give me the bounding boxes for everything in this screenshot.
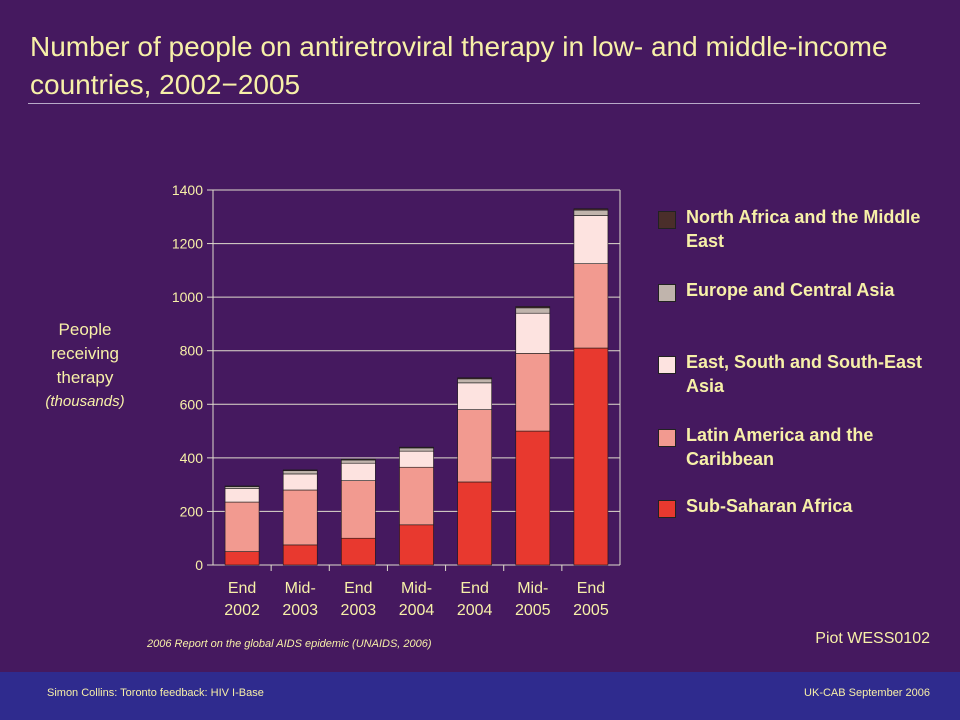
legend-swatch xyxy=(658,211,676,229)
legend-label: Latin America and the Caribbean xyxy=(686,425,874,469)
y-tick-label: 800 xyxy=(180,343,204,359)
source-citation: 2006 Report on the global AIDS epidemic … xyxy=(147,638,432,650)
bar-segment xyxy=(282,473,318,491)
bar-segment xyxy=(457,481,492,566)
bar-segment xyxy=(224,501,260,552)
legend-swatch xyxy=(658,356,676,374)
x-tick-label: End xyxy=(577,580,605,597)
x-tick-label: End xyxy=(460,580,488,597)
bar-segment xyxy=(341,462,376,481)
bar-segment xyxy=(282,544,318,566)
bar-segment xyxy=(399,446,434,449)
legend-swatch xyxy=(658,429,676,447)
bar-segment xyxy=(282,489,318,546)
bar-segment xyxy=(341,480,376,539)
bar-segment xyxy=(341,458,376,461)
bar-segment xyxy=(515,306,551,309)
y-axis-label-unit: (thousands) xyxy=(45,393,125,410)
bar-segment xyxy=(224,551,260,566)
x-tick-label: End xyxy=(344,580,372,597)
bar-segment xyxy=(573,208,609,211)
bar-segment xyxy=(515,430,551,566)
bar-segment xyxy=(399,447,434,452)
y-tick-label: 600 xyxy=(180,396,204,412)
x-tick-label: Mid- xyxy=(517,580,548,597)
bar-segment xyxy=(515,353,551,432)
bar-segment xyxy=(573,215,609,264)
bar-segment xyxy=(341,459,376,464)
bar-segment xyxy=(399,524,434,566)
x-tick-label: Mid- xyxy=(401,580,432,597)
footer-date: UK-CAB September 2006 xyxy=(804,687,930,699)
y-tick-label: 400 xyxy=(180,450,204,466)
bar-segment xyxy=(224,486,260,489)
bar-segment xyxy=(399,450,434,468)
legend-swatch xyxy=(658,284,676,302)
footer-author: Simon Collins: Toronto feedback: HIV I-B… xyxy=(47,687,264,699)
bar-segment xyxy=(224,488,260,503)
y-tick-label: 1400 xyxy=(172,182,203,198)
reference-code: Piot WESS0102 xyxy=(815,630,930,647)
x-tick-label: 2004 xyxy=(457,602,493,619)
x-tick-label: Mid- xyxy=(285,580,316,597)
legend-label: North Africa and the Middle East xyxy=(686,207,921,251)
y-tick-label: 200 xyxy=(180,503,204,519)
y-axis-label: People receiving therapy (thousands) xyxy=(30,318,140,414)
bar-segment xyxy=(457,378,492,384)
bar-segment xyxy=(282,469,318,472)
y-tick-label: 1200 xyxy=(172,236,203,252)
x-tick-label: 2005 xyxy=(573,602,609,619)
stacked-bar-chart: 0 200 400 600 800 1000 1200 1400 End 2002 Mid- 2003… xyxy=(172,182,621,619)
y-axis-label-main: People receiving therapy xyxy=(50,320,120,387)
x-tick-label: 2002 xyxy=(224,602,260,619)
x-tick-label: 2005 xyxy=(515,602,551,619)
bar-segment xyxy=(399,466,434,526)
legend-label: East, South and South-East Asia xyxy=(686,352,923,396)
legend-label: Sub-Saharan Africa xyxy=(686,496,853,516)
bar-segment xyxy=(573,263,609,349)
x-tick-label: 2003 xyxy=(341,602,377,619)
legend-label: Europe and Central Asia xyxy=(686,280,895,300)
y-tick-label: 0 xyxy=(195,557,203,573)
bar-segment xyxy=(457,382,492,410)
footer-bar: Simon Collins: Toronto feedback: HIV I-B… xyxy=(0,672,960,720)
legend-swatch xyxy=(658,500,676,518)
x-tick-label: 2003 xyxy=(282,602,318,619)
bar-segment xyxy=(457,377,492,380)
bar-segment xyxy=(341,537,376,566)
x-tick-label: 2004 xyxy=(399,602,435,619)
title-divider xyxy=(28,103,920,104)
bar-segment xyxy=(457,409,492,483)
x-tick-label: End xyxy=(228,580,256,597)
bar-segment xyxy=(224,485,260,487)
bar-segment xyxy=(515,307,551,314)
bar-segment xyxy=(573,347,609,566)
bar-segment xyxy=(573,209,609,216)
slide-title: Number of people on antiretroviral thera… xyxy=(30,31,888,100)
y-tick-label: 1000 xyxy=(172,289,203,305)
bar-segment xyxy=(282,470,318,475)
bar-segment xyxy=(515,312,551,354)
